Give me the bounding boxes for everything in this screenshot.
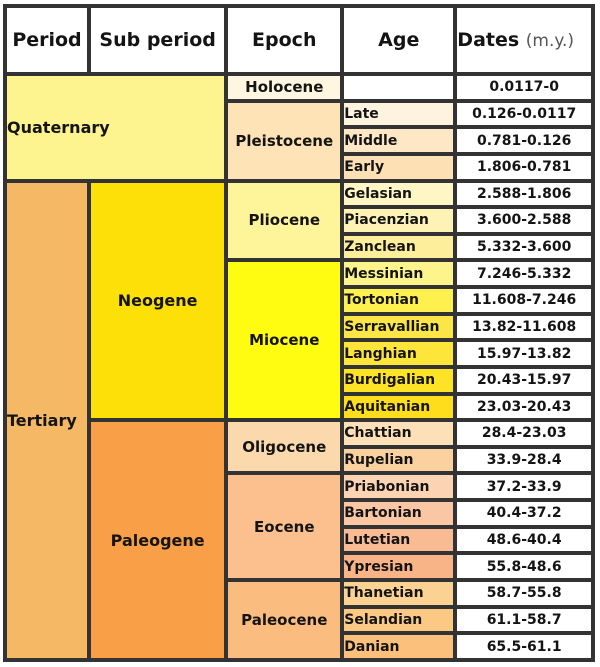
age-cell: Langhian bbox=[343, 341, 455, 366]
table-row: Danian 65.5-61.1 bbox=[6, 634, 592, 659]
table-row: Bartonian 40.4-37.2 bbox=[6, 501, 592, 526]
dates-cell: 7.246-5.332 bbox=[456, 261, 592, 286]
table-row: Tortonian 11.608-7.246 bbox=[6, 288, 592, 313]
table-row: Rupelian 33.9-28.4 bbox=[6, 447, 592, 473]
age-cell: Danian bbox=[343, 634, 455, 659]
epoch-paleocene: Paleocene bbox=[227, 580, 342, 659]
geologic-time-table: Period Sub period Epoch Age Dates (m.y.)… bbox=[3, 4, 595, 662]
age-cell: Piacenzian bbox=[343, 208, 455, 233]
dates-cell: 65.5-61.1 bbox=[456, 634, 592, 659]
age-cell: Tortonian bbox=[343, 288, 455, 313]
table-row: Aquitanian 23.03-20.43 bbox=[6, 394, 592, 420]
table-row: Middle 0.781-0.126 bbox=[6, 128, 592, 153]
age-cell: Lutetian bbox=[343, 527, 455, 553]
period-quaternary: Quaternary bbox=[6, 75, 226, 180]
table-body: Quaternary Holocene 0.0117-0 Pleistocene Lat… bbox=[6, 75, 592, 659]
table-row: Miocene Messinian 7.246-5.332 bbox=[6, 261, 592, 420]
age-cell: Middle bbox=[343, 128, 455, 153]
age-cell: Chattian bbox=[343, 421, 455, 446]
table-row: Lutetian 48.6-40.4 bbox=[6, 527, 592, 553]
header-sub-period: Sub period bbox=[89, 7, 226, 73]
table-row: Langhian 15.97-13.82 bbox=[6, 341, 592, 366]
header-dates: Dates (m.y.) bbox=[456, 7, 592, 73]
age-cell: Burdigalian bbox=[343, 367, 455, 393]
dates-cell: 48.6-40.4 bbox=[456, 527, 592, 553]
age-cell bbox=[343, 75, 455, 100]
dates-cell: 15.97-13.82 bbox=[456, 341, 592, 366]
table-row: Serravallian 13.82-11.608 bbox=[6, 314, 592, 340]
header-dates-label: Dates bbox=[457, 29, 520, 51]
age-cell: Priabonian bbox=[343, 474, 455, 499]
dates-cell: 0.126-0.0117 bbox=[456, 101, 592, 127]
table-row: Pleistocene Late 0.126-0.0117 bbox=[6, 101, 592, 180]
header-dates-unit: (m.y.) bbox=[525, 31, 575, 51]
table-row: Ypresian 55.8-48.6 bbox=[6, 554, 592, 579]
age-cell: Bartonian bbox=[343, 501, 455, 526]
table-row: Early 1.806-0.781 bbox=[6, 154, 592, 180]
epoch-pleistocene: Pleistocene bbox=[227, 101, 342, 180]
dates-cell: 20.43-15.97 bbox=[456, 367, 592, 393]
dates-cell: 28.4-23.03 bbox=[456, 421, 592, 446]
age-cell: Early bbox=[343, 154, 455, 180]
epoch-holocene: Holocene bbox=[227, 75, 342, 100]
dates-cell: 11.608-7.246 bbox=[456, 288, 592, 313]
subperiod-paleogene: Paleogene bbox=[89, 421, 226, 659]
epoch-pliocene: Pliocene bbox=[227, 181, 342, 260]
dates-cell: 3.600-2.588 bbox=[456, 208, 592, 233]
table-row: Selandian 61.1-58.7 bbox=[6, 607, 592, 633]
age-cell: Messinian bbox=[343, 261, 455, 286]
table-row: Quaternary Holocene 0.0117-0 bbox=[6, 75, 592, 180]
dates-cell: 1.806-0.781 bbox=[456, 154, 592, 180]
dates-cell: 33.9-28.4 bbox=[456, 447, 592, 473]
epoch-eocene: Eocene bbox=[227, 474, 342, 579]
dates-cell: 40.4-37.2 bbox=[456, 501, 592, 526]
age-cell: Selandian bbox=[343, 607, 455, 633]
table-row: Burdigalian 20.43-15.97 bbox=[6, 367, 592, 393]
header-epoch: Epoch bbox=[227, 7, 342, 73]
dates-cell: 13.82-11.608 bbox=[456, 314, 592, 340]
age-cell: Rupelian bbox=[343, 447, 455, 473]
dates-cell: 2.588-1.806 bbox=[456, 181, 592, 207]
age-cell: Serravallian bbox=[343, 314, 455, 340]
subperiod-neogene: Neogene bbox=[89, 181, 226, 420]
dates-cell: 5.332-3.600 bbox=[456, 234, 592, 260]
age-cell: Zanclean bbox=[343, 234, 455, 260]
table-row: Tertiary Neogene Pliocene Gelasian 2.588-1.8… bbox=[6, 181, 592, 659]
age-cell: Ypresian bbox=[343, 554, 455, 579]
age-cell: Late bbox=[343, 101, 455, 127]
table-row: Paleocene Thanetian 58.7-55.8 bbox=[6, 580, 592, 659]
epoch-oligocene: Oligocene bbox=[227, 421, 342, 473]
table-row: Eocene Priabonian 37.2-33.9 bbox=[6, 474, 592, 579]
dates-cell: 23.03-20.43 bbox=[456, 394, 592, 420]
age-cell: Aquitanian bbox=[343, 394, 455, 420]
age-cell: Thanetian bbox=[343, 580, 455, 606]
dates-cell: 0.0117-0 bbox=[456, 75, 592, 100]
age-cell: Gelasian bbox=[343, 181, 455, 207]
epoch-miocene: Miocene bbox=[227, 261, 342, 420]
dates-cell: 55.8-48.6 bbox=[456, 554, 592, 579]
dates-cell: 0.781-0.126 bbox=[456, 128, 592, 153]
table-row: Paleogene Oligocene Chattian 28.4-23.03 bbox=[6, 421, 592, 659]
dates-cell: 37.2-33.9 bbox=[456, 474, 592, 499]
table-row: Zanclean 5.332-3.600 bbox=[6, 234, 592, 260]
dates-cell: 58.7-55.8 bbox=[456, 580, 592, 606]
header-period: Period bbox=[6, 7, 88, 73]
period-tertiary: Tertiary bbox=[6, 181, 88, 659]
dates-cell: 61.1-58.7 bbox=[456, 607, 592, 633]
header-age: Age bbox=[343, 7, 455, 73]
table-row: Piacenzian 3.600-2.588 bbox=[6, 208, 592, 233]
